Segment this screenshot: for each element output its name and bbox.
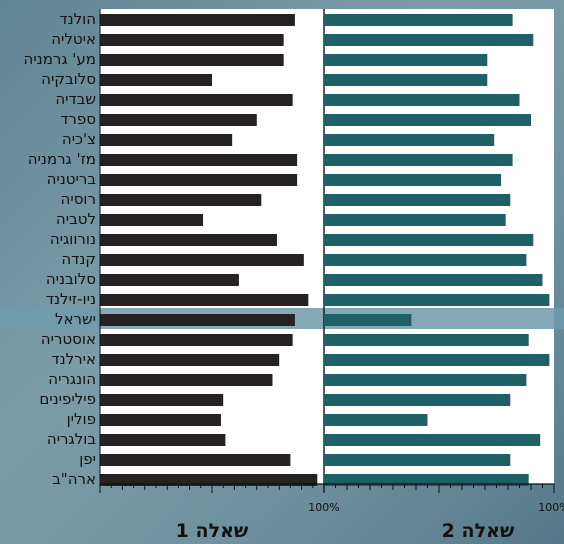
category-label-19: פיליפינים	[39, 390, 96, 408]
tick-label-100-p2: 100%	[538, 501, 564, 514]
panel-title-p2: שאלה 2	[442, 520, 515, 542]
bar-p1-7	[100, 154, 298, 166]
category-label-20: פולין	[67, 410, 96, 428]
bar-p2-10	[324, 214, 506, 226]
bar-p1-16	[100, 334, 293, 346]
category-label-14: ניו-זילנד	[46, 290, 96, 308]
bar-p2-8	[324, 174, 502, 186]
category-label-4: שבדיה	[55, 90, 96, 108]
category-label-3: סלובקיה	[41, 70, 96, 88]
bar-p2-3	[324, 74, 488, 86]
bar-p1-8	[100, 174, 298, 186]
bar-p1-2	[100, 54, 284, 66]
bar-p2-16	[324, 334, 529, 346]
bar-p2-6	[324, 134, 495, 146]
category-label-2: מע' גרמניה	[24, 50, 96, 68]
category-label-11: נורווגיה	[50, 230, 96, 248]
bar-p2-23	[324, 474, 529, 486]
bar-p1-17	[100, 354, 280, 366]
bar-p1-14	[100, 294, 309, 306]
bar-p2-12	[324, 254, 527, 266]
bar-p2-18	[324, 374, 527, 386]
bar-p2-17	[324, 354, 550, 366]
bar-p2-5	[324, 114, 531, 126]
bar-p1-9	[100, 194, 262, 206]
bar-p2-13	[324, 274, 543, 286]
bar-p2-11	[324, 234, 534, 246]
category-label-6: צ'כיה	[62, 130, 96, 148]
category-label-5: ספרד	[60, 110, 96, 128]
bar-p2-19	[324, 394, 511, 406]
bar-p2-9	[324, 194, 511, 206]
bar-p2-0	[324, 14, 513, 26]
bar-p1-20	[100, 414, 221, 426]
category-label-8: בריטניה	[47, 170, 97, 188]
tick-label-100-p1: 100%	[308, 501, 339, 514]
bar-p2-21	[324, 434, 541, 446]
bar-p2-7	[324, 154, 513, 166]
bar-p1-15	[100, 314, 295, 326]
bar-p1-22	[100, 454, 291, 466]
bar-p1-21	[100, 434, 226, 446]
bar-p1-10	[100, 214, 204, 226]
bar-p1-12	[100, 254, 304, 266]
bar-p1-11	[100, 234, 277, 246]
bar-p2-14	[324, 294, 550, 306]
category-label-9: רוסיה	[61, 190, 96, 208]
bar-p1-1	[100, 34, 284, 46]
category-label-13: סלובניה	[46, 270, 96, 288]
category-label-16: אוסטריה	[41, 330, 96, 348]
panel-title-p1: שאלה 1	[176, 520, 249, 542]
bar-p1-18	[100, 374, 273, 386]
category-label-1: איטליה	[51, 30, 96, 48]
bar-p1-23	[100, 474, 318, 486]
bar-p1-13	[100, 274, 239, 286]
bar-p2-2	[324, 54, 488, 66]
bar-p1-3	[100, 74, 212, 86]
category-label-22: יפן	[79, 450, 96, 468]
bar-p1-5	[100, 114, 257, 126]
category-label-21: בולגריה	[47, 430, 96, 448]
bar-p2-1	[324, 34, 534, 46]
category-label-17: אירלנד	[51, 350, 96, 368]
bar-p1-4	[100, 94, 293, 106]
bar-p1-19	[100, 394, 224, 406]
category-label-12: קנדה	[61, 250, 96, 268]
bar-p2-15	[324, 314, 412, 326]
bar-p1-6	[100, 134, 233, 146]
category-label-23: ארה"ב	[52, 470, 96, 488]
category-label-18: הונגריה	[48, 370, 96, 388]
bar-p2-20	[324, 414, 428, 426]
category-label-10: לטביה	[56, 210, 96, 228]
category-label-0: הולנד	[59, 10, 96, 28]
bar-p2-22	[324, 454, 511, 466]
bar-p2-4	[324, 94, 520, 106]
category-label-7: מז' גרמניה	[28, 150, 96, 168]
category-label-15: ישראל	[55, 310, 96, 328]
bar-p1-0	[100, 14, 295, 26]
